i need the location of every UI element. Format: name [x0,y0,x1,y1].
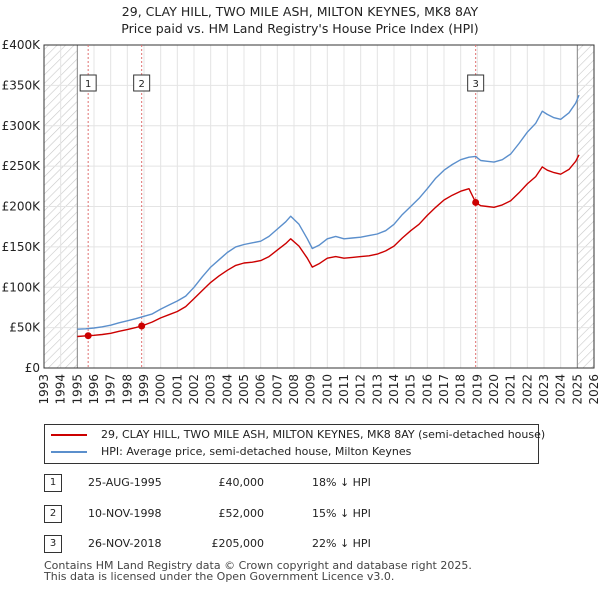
sale-date: 26-NOV-2018 [88,537,162,550]
sale-marker-box [467,74,485,92]
footer: Contains HM Land Registry data © Crown c… [44,560,472,582]
sale-price: £205,000 [211,537,265,550]
x-tick-label: 2000 [154,374,168,405]
x-tick-label: 2022 [520,374,534,405]
x-tick-label: 2024 [554,374,568,405]
x-tick-label: 2010 [320,374,334,405]
chart-subtitle: Price paid vs. HM Land Registry's House … [121,21,479,36]
sale-price: £52,000 [218,507,265,520]
y-tick-label: £100K [2,280,42,294]
sale-point [138,322,146,330]
sale-marker-label: 2 [138,79,144,90]
x-tick-label: 2020 [487,374,501,405]
sale-marker-label: 3 [472,79,478,90]
y-tick-label: £300K [2,119,42,133]
legend-item-property: 29, CLAY HILL, TWO MILE ASH, MILTON KEYN… [51,427,545,443]
x-tick-label: 2013 [370,374,384,405]
chart-title: 29, CLAY HILL, TWO MILE ASH, MILTON KEYN… [0,3,600,37]
x-tick-label: 2003 [204,374,218,405]
x-tick-label: 2009 [304,374,318,405]
x-tick-label: 1996 [87,374,101,405]
sale-number-box: 3 [44,535,62,553]
x-tick-label: 2001 [170,374,184,405]
x-tick-label: 1998 [120,374,134,405]
sale-hpi-diff: 18% ↓ HPI [312,476,371,489]
legend: 29, CLAY HILL, TWO MILE ASH, MILTON KEYN… [44,424,545,464]
sale-hpi-diff: 15% ↓ HPI [312,507,371,520]
x-tick-label: 2007 [270,374,284,405]
x-tick-label: 2008 [287,374,301,405]
sale-date: 10-NOV-1998 [88,507,162,520]
sale-hpi-diff: 22% ↓ HPI [312,537,371,550]
y-tick-label: £150K [2,240,42,254]
y-tick-label: £200K [2,200,42,214]
x-tick-label: 1994 [54,374,68,405]
property-price-line [77,154,580,338]
x-tick-label: 2014 [387,374,401,405]
legend-swatch-hpi [51,451,87,453]
x-tick-label: 2019 [470,374,484,405]
legend-swatch-property [51,434,87,436]
y-tick-label: £250K [2,159,42,173]
x-tick-label: 1997 [104,374,118,405]
x-tick-label: 2026 [587,374,600,405]
x-tick-label: 2006 [254,374,268,405]
x-tick-label: 2011 [337,374,351,405]
x-tick-label: 2004 [220,374,234,405]
x-tick-label: 1993 [37,374,51,405]
sale-point [84,332,92,340]
sale-date: 25-AUG-1995 [88,476,162,489]
sale-point [472,198,480,206]
legend-label-hpi: HPI: Average price, semi-detached house,… [101,445,412,458]
footer-license: This data is licensed under the Open Gov… [44,570,395,583]
hpi-line [77,94,580,330]
plot-border [43,44,595,369]
footer-copyright: Contains HM Land Registry data © Crown c… [44,559,472,572]
x-tick-label: 2016 [420,374,434,405]
y-tick-label: £350K [2,78,42,92]
x-tick-label: 1995 [70,374,84,405]
sale-marker-box [79,74,97,92]
x-tick-label: 2002 [187,374,201,405]
legend-item-hpi: HPI: Average price, semi-detached house,… [51,444,411,460]
sale-price: £40,000 [218,476,265,489]
y-tick-label: £50K [9,321,41,335]
legend-label-property: 29, CLAY HILL, TWO MILE ASH, MILTON KEYN… [101,428,546,441]
x-tick-label: 2017 [437,374,451,405]
x-tick-label: 2021 [504,374,518,405]
x-tick-label: 2025 [570,374,584,405]
sale-marker-label: 1 [85,79,91,90]
sale-number-box: 2 [44,505,62,523]
x-tick-label: 2018 [454,374,468,405]
x-tick-label: 2015 [404,374,418,405]
y-tick-label: £400K [2,38,42,52]
x-tick-label: 1999 [137,374,151,405]
chart-title-line1: 29, CLAY HILL, TWO MILE ASH, MILTON KEYN… [121,4,479,19]
x-tick-label: 2023 [537,374,551,405]
sale-number-box: 1 [44,474,62,492]
y-tick-label: £0 [25,361,40,375]
sale-marker-box [133,74,151,92]
x-tick-label: 2012 [354,374,368,405]
x-tick-label: 2005 [237,374,251,405]
